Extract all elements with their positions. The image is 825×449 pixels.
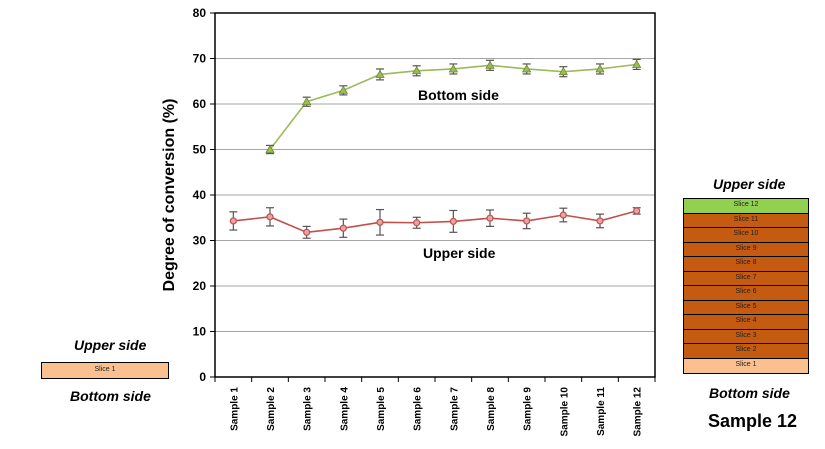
upper-side-point (559, 211, 567, 219)
left-upper-side-label: Upper side (74, 337, 147, 353)
bottom-side-annotation: Bottom side (418, 87, 499, 103)
upper-side-point (523, 217, 531, 225)
upper-side-line (233, 210, 637, 234)
bottom-side-point (411, 65, 422, 75)
x-tick-label: Sample 8 (486, 387, 497, 431)
bottom-side-point (265, 144, 275, 153)
x-tick-label: Sample 6 (413, 387, 424, 431)
x-tick-label: Sample 12 (633, 387, 644, 437)
y-tick-label: 10 (193, 325, 207, 339)
upper-side-point (303, 228, 311, 236)
bottom-side-point (301, 96, 312, 106)
y-tick-label: 30 (193, 234, 207, 248)
bottom-side-point (338, 85, 349, 94)
upper-side-annotation: Upper side (423, 245, 496, 261)
x-tick-label: Sample 5 (376, 387, 387, 431)
x-tick-label: Sample 1 (229, 387, 240, 431)
bottom-side-point (448, 64, 459, 73)
y-tick-label: 0 (199, 370, 206, 384)
bottom-side-point (631, 59, 642, 68)
upper-side-point (633, 207, 641, 215)
upper-side-point (486, 214, 494, 222)
upper-side-point (449, 217, 457, 225)
x-tick-label: Sample 9 (523, 387, 534, 431)
y-axis-title: Degree of conversion (%) (161, 99, 178, 292)
y-tick-label: 40 (193, 188, 207, 202)
y-tick-label: 80 (193, 6, 207, 20)
x-tick-label: Sample 11 (596, 387, 607, 436)
x-tick-label: Sample 4 (339, 387, 350, 431)
upper-side-point (339, 224, 347, 232)
bottom-side-point (595, 64, 605, 73)
y-tick-label: 20 (193, 279, 207, 293)
x-tick-label: Sample 2 (266, 387, 277, 431)
upper-side-point (266, 213, 274, 221)
x-tick-label: Sample 7 (449, 387, 460, 431)
right-bottom-side-label: Bottom side (709, 385, 790, 401)
sample-caption: Sample 12 (708, 411, 798, 431)
x-tick-label: Sample 3 (303, 387, 314, 431)
upper-side-point (229, 217, 237, 225)
x-tick-label: Sample 10 (559, 387, 570, 437)
y-tick-label: 70 (193, 52, 207, 66)
upper-side-point (376, 218, 384, 226)
bottom-side-point (521, 64, 532, 73)
right-upper-side-label: Upper side (713, 176, 786, 192)
bottom-side-line (269, 63, 637, 150)
upper-side-point (596, 217, 604, 225)
slice-slice-1: Slice 1 (683, 357, 809, 374)
bottom-side-point (375, 69, 385, 78)
left-bottom-side-label: Bottom side (70, 388, 151, 404)
left-slice-1: Slice 1 (41, 362, 169, 379)
upper-side-point (413, 219, 421, 227)
bottom-side-point (485, 60, 495, 69)
y-tick-label: 50 (193, 143, 207, 157)
bottom-side-point (558, 66, 569, 76)
y-tick-label: 60 (193, 97, 207, 111)
